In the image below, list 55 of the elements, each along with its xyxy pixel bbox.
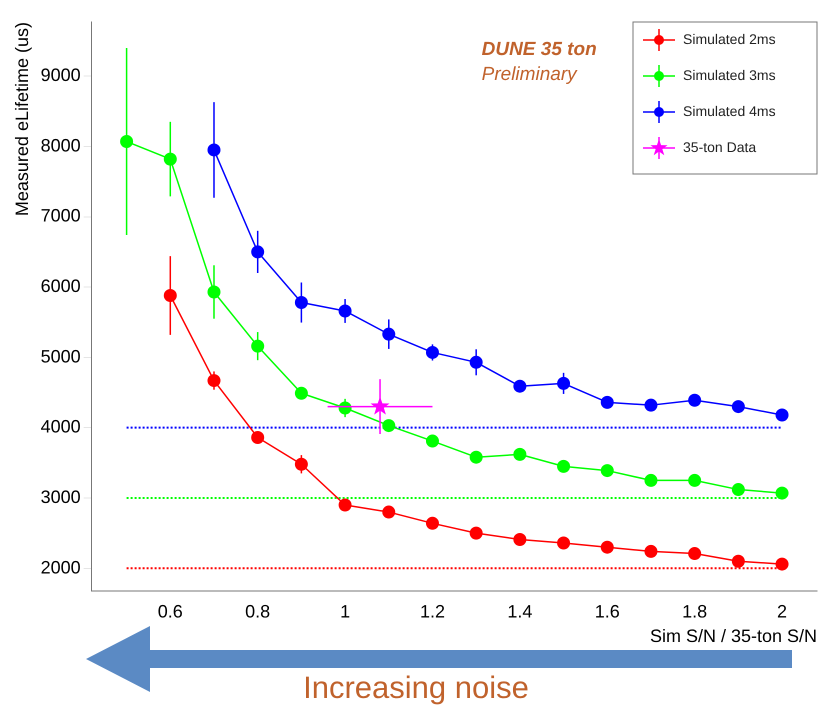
point (370, 396, 390, 415)
point (688, 394, 702, 407)
point (600, 540, 614, 554)
annotation: DUNE 35 ton (482, 39, 597, 60)
point (600, 396, 614, 409)
point (688, 474, 702, 487)
point (294, 386, 308, 400)
point (644, 474, 658, 487)
point (470, 526, 483, 540)
y-tick-label: 3000 (40, 486, 81, 507)
point (644, 398, 658, 412)
x-tick-label: 1 (340, 602, 350, 622)
y-tick-label: 2000 (40, 557, 81, 578)
point (644, 544, 658, 558)
point (470, 450, 483, 464)
point (600, 464, 614, 478)
x-tick-label: 1.6 (594, 602, 620, 622)
legend-label: 35-ton Data (683, 138, 756, 155)
text: Increasing noise (302, 670, 530, 706)
y-axis-title: Measured eLifetime (us) (12, 22, 32, 216)
point (732, 483, 745, 496)
point (688, 547, 702, 560)
point (251, 431, 264, 444)
point (513, 448, 526, 461)
point (732, 554, 745, 568)
point (776, 558, 789, 571)
point (382, 506, 396, 519)
point (776, 486, 789, 500)
x-tick-label: 1.2 (420, 602, 445, 622)
legend-label: Simulated 3ms (683, 66, 776, 83)
point (557, 536, 570, 550)
point (557, 460, 570, 473)
y-tick-label: 6000 (40, 276, 81, 296)
point (732, 400, 745, 414)
x-tick-label: 1.4 (507, 602, 532, 622)
annotation: Preliminary (482, 64, 578, 85)
y-tick-label: 5000 (40, 346, 81, 366)
point (513, 380, 526, 393)
y-tick-label: 8000 (40, 135, 81, 156)
x-tick-label: 0.6 (158, 602, 183, 622)
point (382, 419, 396, 432)
point (776, 408, 789, 422)
point (426, 434, 439, 448)
point (513, 532, 526, 546)
point (338, 498, 352, 512)
x-tick-label: 1.8 (682, 602, 708, 622)
point (426, 516, 439, 530)
x-axis-title: Sim S/N / 35-ton S/N (650, 626, 817, 646)
legend-label: Simulated 2ms (683, 30, 776, 47)
x-tick-label: 2 (777, 602, 788, 622)
y-tick-label: 9000 (40, 65, 81, 86)
y-tick-label: 4000 (40, 416, 81, 437)
x-tick-label: 0.8 (245, 602, 270, 622)
legend-label: Simulated 4ms (683, 102, 776, 119)
y-tick-label: 7000 (40, 206, 81, 226)
